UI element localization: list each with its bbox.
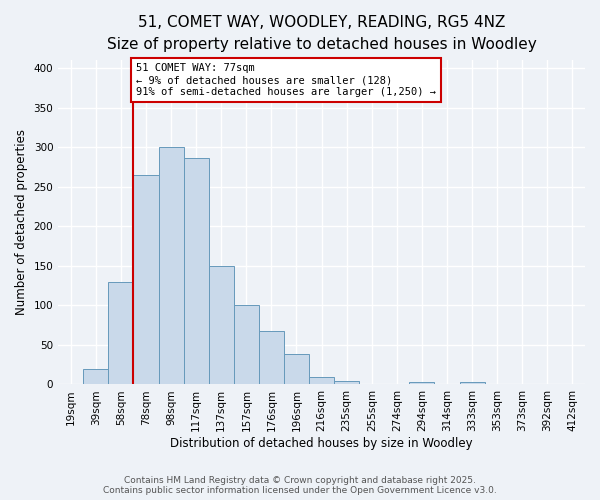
Y-axis label: Number of detached properties: Number of detached properties [15,130,28,316]
Bar [234,306,259,384]
Bar [109,282,133,385]
Bar [158,148,184,384]
X-axis label: Distribution of detached houses by size in Woodley: Distribution of detached houses by size … [170,437,473,450]
Bar [184,158,209,384]
Bar [409,382,434,384]
Bar [133,175,158,384]
Bar [284,354,309,384]
Bar [259,332,284,384]
Text: Contains HM Land Registry data © Crown copyright and database right 2025.
Contai: Contains HM Land Registry data © Crown c… [103,476,497,495]
Bar [83,368,109,384]
Bar [209,266,234,384]
Title: 51, COMET WAY, WOODLEY, READING, RG5 4NZ
Size of property relative to detached h: 51, COMET WAY, WOODLEY, READING, RG5 4NZ… [107,15,536,52]
Bar [334,382,359,384]
Bar [460,382,485,384]
Text: 51 COMET WAY: 77sqm
← 9% of detached houses are smaller (128)
91% of semi-detach: 51 COMET WAY: 77sqm ← 9% of detached hou… [136,64,436,96]
Bar [309,376,334,384]
